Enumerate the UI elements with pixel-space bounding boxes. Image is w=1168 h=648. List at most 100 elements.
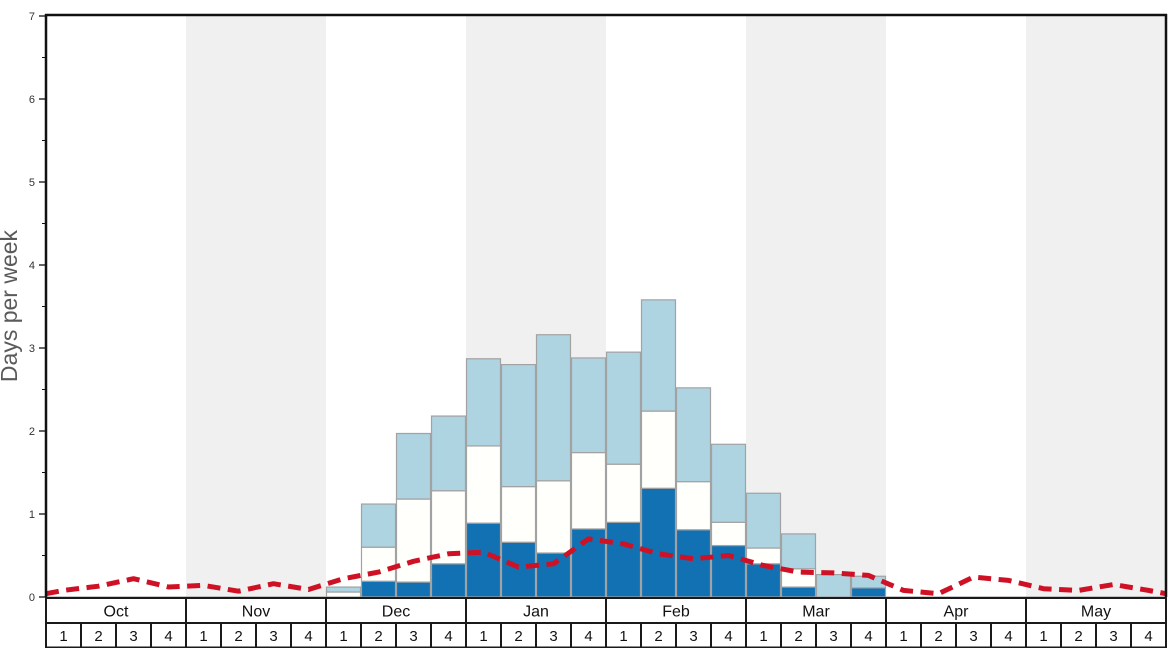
y-tick-label: 0 (29, 592, 35, 604)
red-dashed-average-line (45, 536, 1167, 597)
week-label: 4 (304, 628, 312, 645)
month-label: Mar (802, 604, 830, 621)
bar-segment-dark-blue-days (360, 580, 397, 598)
bar-segment-dark-blue-days (535, 552, 572, 598)
month-label: Dec (382, 604, 410, 621)
bar-segment-light-blue-days (325, 586, 362, 593)
bar-segment-dark-blue-days (640, 487, 677, 598)
week-label: 4 (1004, 628, 1012, 645)
average-line-layer (45, 536, 1167, 597)
bar-segment-dark-blue-days (500, 541, 537, 598)
bar-segment-dark-blue-days (430, 563, 467, 598)
y-tick-label: 5 (29, 177, 35, 189)
bar-segment-white-days (710, 521, 747, 547)
month-label: Oct (104, 604, 129, 621)
bar-segment-light-blue-days (605, 351, 642, 465)
week-cell (395, 622, 432, 648)
week-cell (955, 622, 992, 648)
week-label: 4 (724, 628, 732, 645)
week-label: 2 (234, 628, 242, 645)
month-cell (1025, 597, 1167, 624)
bar-segment-white-days (500, 486, 537, 543)
week-cell (465, 622, 502, 648)
bar-segment-white-days (325, 591, 362, 598)
week-label: 1 (899, 628, 907, 645)
week-label: 1 (479, 628, 487, 645)
week-label: 4 (444, 628, 452, 645)
month-week-axis-table: Oct Nov Dec Jan Feb Mar Apr May 1 2 3 4 1 2 3 4 1 2 3 4 1 2 3 4… (45, 597, 1167, 648)
bar-segment-white-days (360, 546, 397, 582)
bar-segment-light-blue-days (360, 503, 397, 548)
bar-segment-light-blue-days (640, 299, 677, 412)
week-label: 2 (1074, 628, 1082, 645)
week-label: 4 (584, 628, 592, 645)
week-label: 2 (654, 628, 662, 645)
week-cell (500, 622, 537, 648)
bar-segment-dark-blue-days (675, 529, 712, 598)
week-label: 1 (339, 628, 347, 645)
week-label: 2 (94, 628, 102, 645)
week-cell (1130, 622, 1167, 648)
week-cell (850, 622, 887, 648)
week-label: 4 (864, 628, 872, 645)
bar-segment-dark-blue-days (465, 522, 502, 598)
bar-segment-dark-blue-days (745, 563, 782, 598)
month-label: Feb (662, 604, 690, 621)
bar-segment-white-days (465, 445, 502, 524)
week-label: 3 (689, 628, 697, 645)
week-label: 3 (549, 628, 557, 645)
y-tick-label: 3 (29, 343, 35, 355)
y-tick-label: 6 (29, 94, 35, 106)
month-cell (325, 597, 467, 624)
month-cell (45, 597, 187, 624)
background-band (186, 16, 326, 597)
week-label: 1 (59, 628, 67, 645)
bar-segment-white-days (675, 481, 712, 531)
bar-segment-dark-blue-days (605, 521, 642, 598)
bar-segment-light-blue-days (710, 443, 747, 523)
y-tick-label: 7 (29, 11, 35, 23)
bar-segment-dark-blue-days (395, 581, 432, 598)
y-axis-title: Days per week (0, 229, 22, 382)
background-band (1026, 16, 1166, 597)
week-label: 2 (934, 628, 942, 645)
month-label: Apr (944, 604, 970, 621)
stacked-bars (325, 299, 887, 598)
bar-segment-white-days (570, 451, 607, 530)
bar-segment-light-blue-days (780, 533, 817, 570)
week-label: 2 (374, 628, 382, 645)
bar-segment-white-days (535, 480, 572, 554)
bar-segment-light-blue-days (570, 357, 607, 454)
month-label: Nov (242, 604, 270, 621)
week-cell (920, 622, 957, 648)
bar-segment-dark-blue-days (850, 587, 887, 598)
week-label: 1 (619, 628, 627, 645)
week-label: 1 (759, 628, 767, 645)
y-tick-label: 4 (29, 260, 35, 272)
month-background-bands (186, 16, 1166, 597)
bar-segment-light-blue-days (430, 415, 467, 492)
week-label: 4 (164, 628, 172, 645)
month-cell (885, 597, 1027, 624)
week-label: 3 (1109, 628, 1117, 645)
week-label: 2 (514, 628, 522, 645)
week-cell (150, 622, 187, 648)
bar-segment-light-blue-days (675, 387, 712, 483)
bar-segment-light-blue-days (395, 432, 432, 500)
week-label: 2 (794, 628, 802, 645)
week-cell (325, 622, 362, 648)
month-cell (465, 597, 607, 624)
y-tick-label: 2 (29, 426, 35, 438)
bar-segment-light-blue-days (500, 364, 537, 488)
week-label: 3 (969, 628, 977, 645)
y-axis: 0 1 2 3 4 5 6 7 (29, 11, 1168, 604)
bar-segment-light-blue-days (535, 334, 572, 482)
week-label: 3 (129, 628, 137, 645)
bar-segment-white-days (395, 498, 432, 583)
bar-segment-light-blue-days (815, 573, 852, 598)
bar-segment-white-days (605, 463, 642, 523)
month-label: May (1081, 604, 1111, 621)
week-label: 3 (269, 628, 277, 645)
week-cell (220, 622, 257, 648)
